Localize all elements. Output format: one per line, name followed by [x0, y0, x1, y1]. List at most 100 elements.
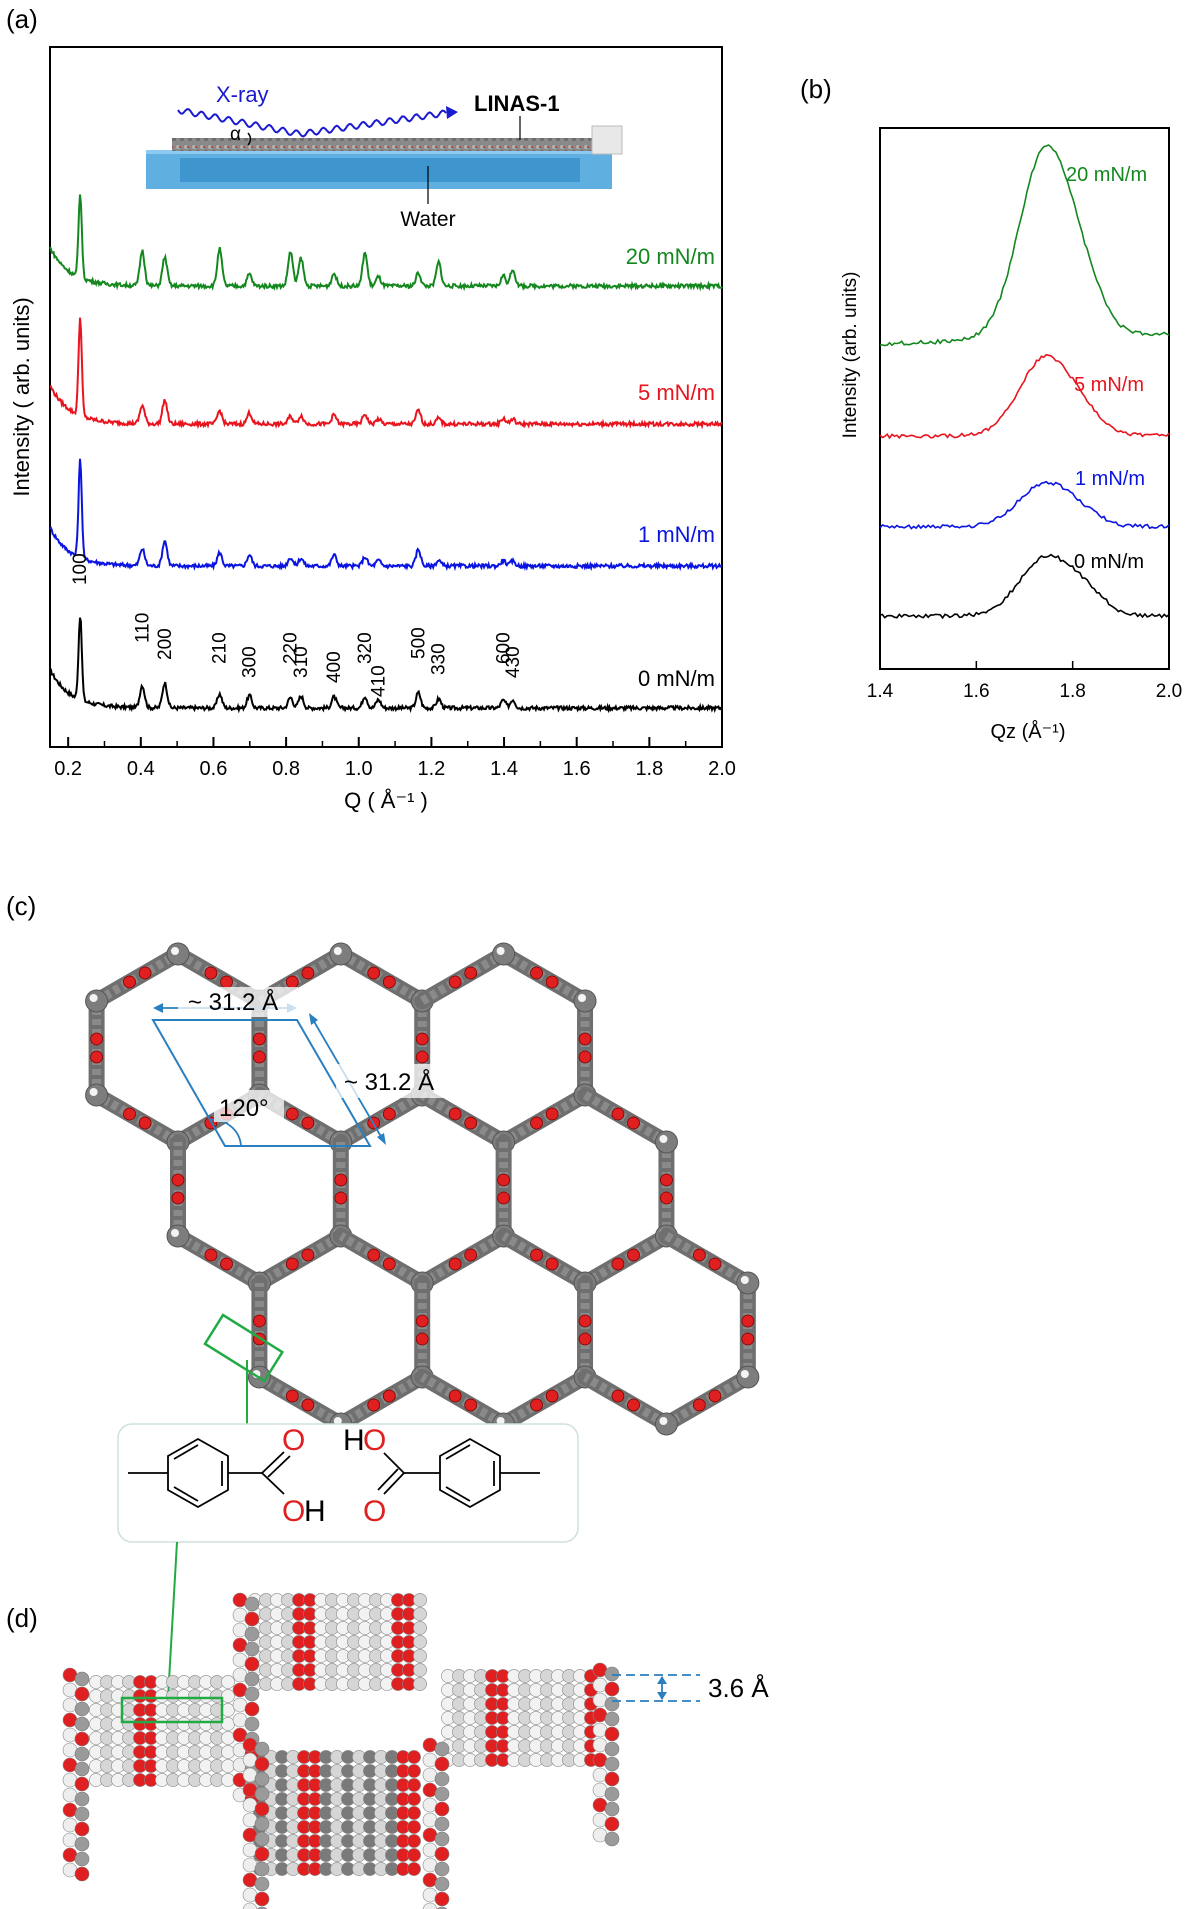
peak-label: 400: [324, 651, 345, 683]
hydrogen-atom: [740, 1370, 749, 1378]
stack-edge-atom: [74, 1851, 90, 1867]
framework-linker-atoms: [257, 1091, 344, 1146]
stack-edge-atom: [242, 1902, 258, 1909]
oxygen-atom: [708, 1389, 722, 1403]
framework-node: [492, 942, 516, 966]
peak-label: 410: [368, 665, 389, 697]
stack-edge-atom: [244, 1671, 260, 1687]
oxygen-atom: [627, 1116, 640, 1130]
hydrogen-atom: [496, 1417, 505, 1425]
hydrogen-atom: [89, 994, 98, 1002]
stack-edge-atom: [244, 1596, 260, 1612]
stack-atom: [221, 1689, 235, 1703]
oxygen-atom: [301, 1248, 315, 1262]
framework-linker-atoms: [582, 1232, 669, 1287]
stack-edge-atom: [604, 1741, 620, 1757]
xray-label: X-ray: [216, 82, 269, 107]
oxygen-atom: [415, 1050, 429, 1064]
benzene-ring-right: [439, 1437, 501, 1509]
co-double-right-a: [383, 1472, 405, 1495]
dimer-chemical-structure: O O H H O O: [117, 1423, 579, 1543]
lattice-label-a: ~ 31.2 Å: [188, 988, 278, 1016]
stack-edge-atom: [74, 1791, 90, 1807]
stack-edge-atom: [74, 1686, 90, 1702]
framework-linker-atoms: [338, 950, 425, 1005]
framework-linker-atoms: [419, 950, 506, 1005]
framework-node: [85, 989, 109, 1013]
ring-right-double-1: [445, 1444, 471, 1460]
stack-edge-atom: [434, 1831, 450, 1847]
oxygen-atom: [123, 975, 136, 989]
co-double-left-a: [261, 1451, 285, 1474]
x-tick-label-a: 1.6: [563, 758, 591, 780]
stack-edge-atom: [74, 1866, 90, 1882]
stack-atom: [413, 1635, 427, 1649]
oxygen-atom: [611, 1107, 625, 1121]
stack-atom: [407, 1820, 421, 1834]
stack-edge-atom: [74, 1806, 90, 1822]
oxygen-atom: [253, 1314, 266, 1328]
oxygen-atom: [530, 1116, 543, 1130]
inset-schematic: X-ray α LINAS-1 Water: [146, 82, 623, 231]
framework-node: [166, 942, 190, 966]
oxygen-atom: [708, 1257, 722, 1271]
oxygen-atom: [464, 1116, 478, 1130]
peak-label: 210: [210, 632, 231, 664]
hydrogen-atom: [659, 1135, 668, 1143]
stack-edge-atom: [74, 1776, 90, 1792]
stack-edge-atom: [434, 1876, 450, 1892]
stack-edge-atom: [254, 1891, 270, 1907]
dim-arrow-b-top: [309, 1013, 318, 1025]
series-line-a: [49, 458, 723, 572]
oxygen-atom: [171, 1173, 185, 1187]
series-line-b: [879, 553, 1170, 620]
unit-cell-rhombus: [151, 1019, 372, 1147]
barrier: [591, 125, 623, 155]
spacing-arrow-bottom: [657, 1692, 667, 1700]
benzene-ring-left: [167, 1437, 229, 1509]
oxygen-atom: [285, 975, 299, 989]
peak-label: 430: [503, 646, 524, 678]
framework-linker-atoms: [419, 1091, 506, 1146]
oxygen-atom: [367, 1248, 381, 1262]
chart-b: 1.4 1.6 1.8 2.0 Intensity (arb. units) Qz (…: [840, 127, 1182, 743]
stack-edge-atom: [74, 1761, 90, 1777]
dim-arrow-a-left: [153, 1003, 163, 1013]
oxygen-atom: [204, 1248, 218, 1262]
stack-atom: [407, 1778, 421, 1792]
stack-edge-atom: [254, 1816, 270, 1832]
framework-node: [573, 989, 597, 1013]
oxygen-atom: [530, 1248, 543, 1262]
x-tick-label-a: 1.4: [490, 758, 518, 780]
plot-frame-b: [879, 127, 1170, 670]
framework-linker-atoms: [338, 1091, 425, 1146]
stack-edge-atom: [244, 1701, 260, 1717]
oxygen-atom: [545, 1257, 559, 1271]
label-bg-angle: [214, 1090, 284, 1122]
series-label-b-5: 5 mN/m: [1074, 374, 1144, 396]
oxygen-atom: [382, 1389, 396, 1403]
stack-atom: [407, 1834, 421, 1848]
x-tick-label-a: 1.8: [635, 758, 663, 780]
oxygen-left-top: O: [282, 1424, 305, 1457]
stack-edge-atom: [604, 1726, 620, 1742]
oxygen-atom: [692, 1248, 706, 1262]
spacing-label: 3.6 Å: [708, 1673, 769, 1703]
x-tick-label-b: 1.4: [867, 681, 894, 702]
stack-edge-atom: [434, 1741, 450, 1757]
stack-edge-atom: [604, 1666, 620, 1682]
framework-linker-atoms: [664, 1373, 751, 1428]
stack-atom: [413, 1649, 427, 1663]
series-label-0: 0 mN/m: [638, 666, 715, 691]
oxygen-atom: [367, 1398, 381, 1412]
x-tick-label-a: 0.2: [54, 758, 82, 780]
stack-edge-atom: [254, 1861, 270, 1877]
oxygen-atom: [415, 1314, 429, 1328]
xray-incident-wave: [177, 108, 301, 136]
ring-left-double-3: [173, 1486, 199, 1502]
x-tick-label-b: 1.6: [963, 681, 989, 702]
sample-label: LINAS-1: [474, 91, 560, 116]
oxygen-atom: [123, 1107, 136, 1121]
oxygen-atom: [367, 966, 381, 980]
framework-node: [166, 1224, 190, 1248]
